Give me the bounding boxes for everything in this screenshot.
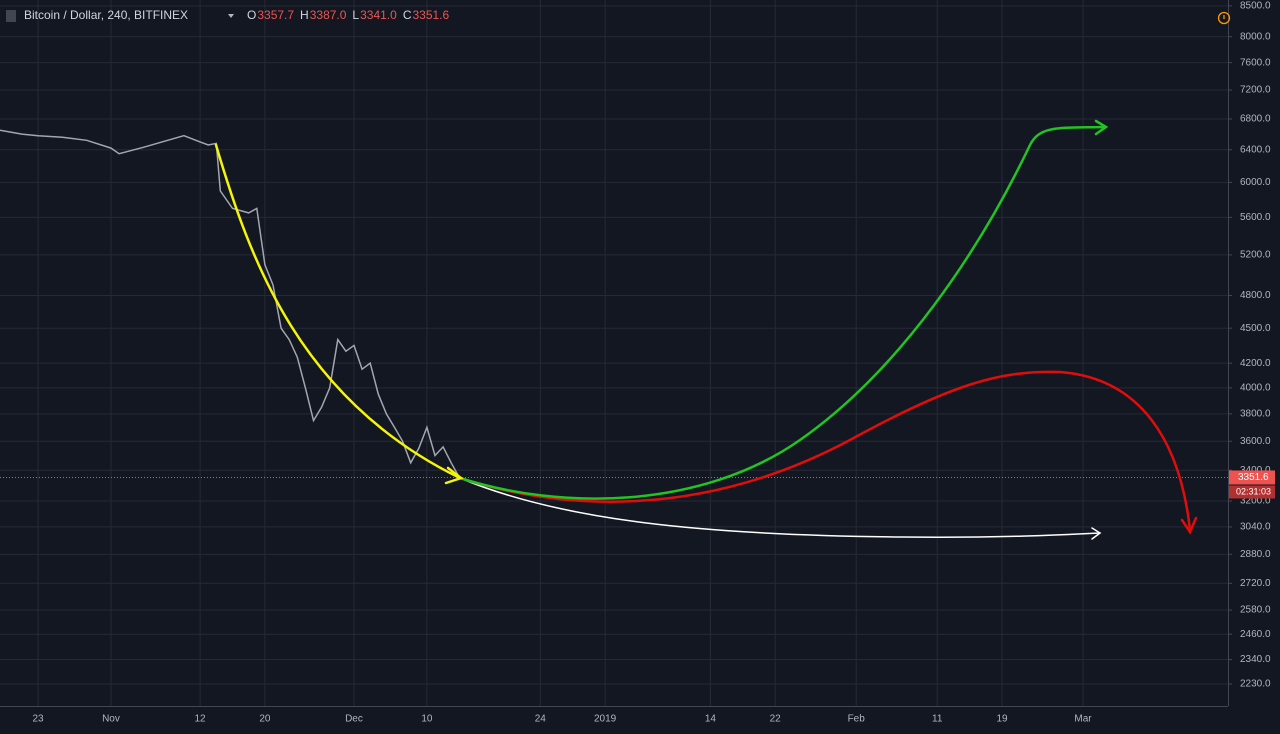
y-tick-label: 8500.0 (1240, 1, 1271, 12)
x-tick-label: 2019 (594, 714, 617, 725)
x-tick-label: 24 (535, 714, 547, 725)
y-tick-label: 3200.0 (1240, 496, 1271, 507)
ohlc-key: O (247, 8, 256, 22)
y-tick-label: 4000.0 (1240, 383, 1271, 394)
x-tick-label: 12 (195, 714, 207, 725)
x-tick-label: Dec (345, 714, 363, 725)
collapse-icon[interactable] (6, 10, 16, 22)
y-tick-label: 5600.0 (1240, 212, 1271, 223)
ohlc-value: 3387.0 (310, 8, 347, 22)
y-tick-label: 3400.0 (1240, 465, 1271, 476)
green-curve (458, 125, 1107, 500)
axes: 8500.0 8000.0 7600.0 7200.0 6800.0 6400.0 6000… (33, 1, 1275, 725)
y-tick-label: 7600.0 (1240, 57, 1271, 68)
y-tick-label: 2580.0 (1240, 605, 1271, 616)
white-curve (459, 477, 1101, 538)
y-tick-label: 6000.0 (1240, 177, 1271, 188)
ohlc-value: 3351.6 (412, 8, 449, 22)
y-tick-label: 6800.0 (1240, 114, 1271, 125)
y-tick-label: 4800.0 (1240, 290, 1271, 301)
ohlc-value: 3357.7 (257, 8, 294, 22)
x-tick-label: Nov (102, 714, 120, 725)
y-tick-label: 4200.0 (1240, 358, 1271, 369)
y-tick-label: 7200.0 (1240, 85, 1271, 96)
arrow-head (1094, 119, 1109, 136)
dropdown-arrow[interactable] (228, 14, 234, 18)
y-tick-label: 2460.0 (1240, 629, 1271, 640)
y-tick-label: 2720.0 (1240, 578, 1271, 589)
red-curve (458, 370, 1192, 532)
drawings (214, 119, 1198, 540)
ohlc-key: H (300, 8, 309, 22)
countdown-badge (1229, 485, 1275, 499)
y-tick-label: 2880.0 (1240, 549, 1271, 560)
x-tick-label: 10 (421, 714, 433, 725)
x-tick-label: 22 (770, 714, 782, 725)
symbol-title[interactable]: Bitcoin / Dollar, 240, BITFINEX (24, 8, 188, 22)
y-tick-label: 8000.0 (1240, 31, 1271, 42)
y-tick-label: 6400.0 (1240, 144, 1271, 155)
y-tick-label: 3040.0 (1240, 522, 1271, 533)
price-axis (1228, 0, 1280, 734)
x-tick-label: 11 (932, 714, 943, 725)
yellow-curve (214, 143, 462, 480)
arrow-head (444, 466, 464, 485)
x-tick-label: 14 (705, 714, 717, 725)
x-tick-label: Feb (848, 714, 866, 725)
y-tick-label: 3600.0 (1240, 436, 1271, 447)
grid (0, 0, 1228, 706)
ohlc-legend: O 3357.7 H 3387.0 L 3341.0 C 3351.6 (247, 8, 450, 22)
y-tick-label: 2340.0 (1240, 654, 1271, 665)
y-tick-label: 2230.0 (1240, 679, 1271, 690)
arrow-head (1091, 527, 1102, 540)
x-tick-label: Mar (1074, 714, 1092, 725)
last-price-label: 3351.6 (1238, 472, 1269, 483)
y-tick-label: 5200.0 (1240, 250, 1271, 261)
warning-icon[interactable] (1217, 11, 1231, 25)
ohlc-key: L (352, 8, 359, 22)
x-tick-label: 23 (33, 714, 45, 725)
ohlc-key: C (403, 8, 412, 22)
time-axis (0, 706, 1228, 734)
last-price-badge (1229, 470, 1275, 485)
countdown-label: 02:31:03 (1236, 486, 1271, 496)
y-tick-label: 4500.0 (1240, 323, 1271, 334)
y-tick-label: 3800.0 (1240, 409, 1271, 420)
ohlc-value: 3341.0 (360, 8, 397, 22)
x-tick-label: 20 (259, 714, 271, 725)
arrow-head (1180, 516, 1198, 535)
x-tick-label: 19 (996, 714, 1008, 725)
